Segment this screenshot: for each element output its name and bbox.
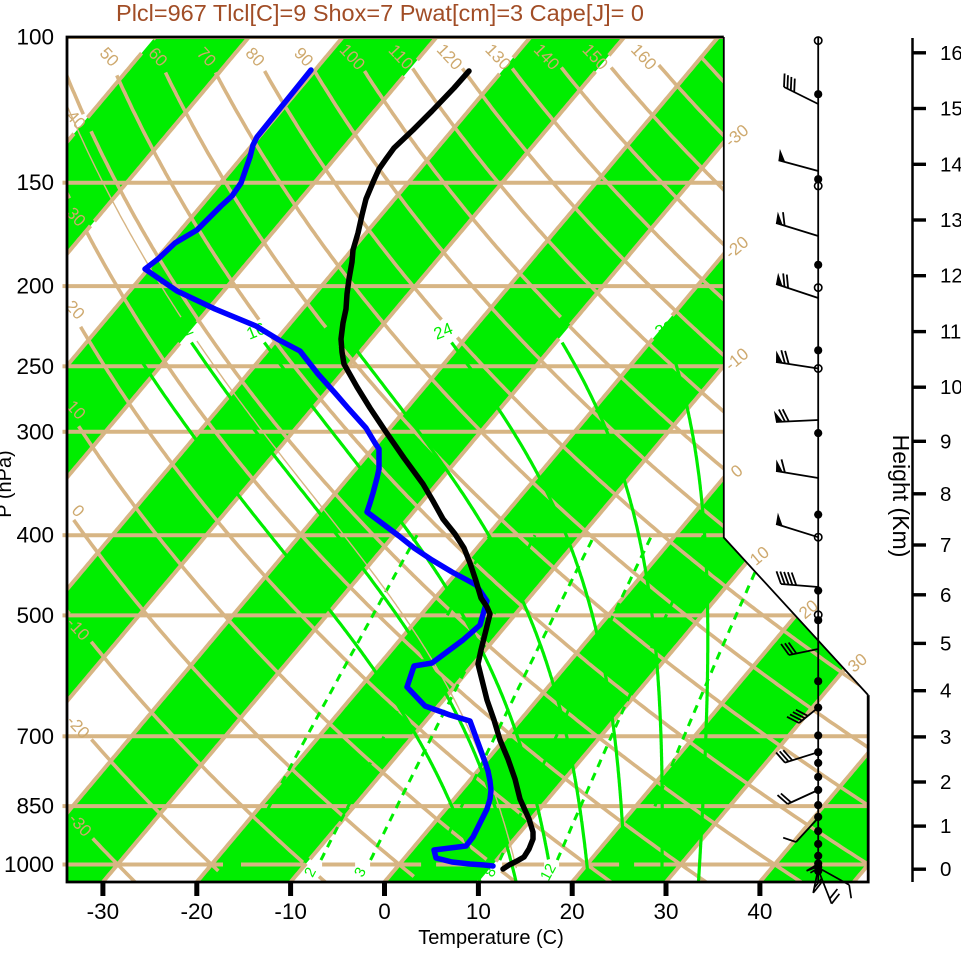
svg-text:13: 13 — [940, 209, 961, 232]
svg-text:700: 700 — [16, 724, 54, 749]
svg-text:500: 500 — [16, 603, 54, 628]
svg-text:400: 400 — [16, 523, 54, 548]
svg-text:11: 11 — [940, 321, 961, 344]
svg-text:300: 300 — [16, 419, 54, 444]
svg-text:20: 20 — [560, 899, 585, 924]
svg-text:0: 0 — [940, 858, 951, 881]
svg-text:5: 5 — [940, 632, 951, 655]
svg-text:1000: 1000 — [4, 852, 54, 877]
svg-text:2: 2 — [940, 771, 951, 794]
svg-text:Temperature (C): Temperature (C) — [418, 927, 564, 949]
svg-text:200: 200 — [16, 274, 54, 299]
svg-text:9: 9 — [940, 430, 951, 453]
svg-text:7: 7 — [940, 534, 951, 557]
svg-text:4: 4 — [940, 680, 951, 703]
svg-text:30: 30 — [653, 899, 678, 924]
svg-text:Plcl=967 Tlcl[C]=9 Shox=7 Pwat: Plcl=967 Tlcl[C]=9 Shox=7 Pwat[cm]=3 Cap… — [116, 0, 644, 26]
svg-text:10: 10 — [466, 899, 491, 924]
svg-text:16: 16 — [940, 42, 961, 65]
svg-text:100: 100 — [16, 25, 54, 50]
svg-text:850: 850 — [16, 794, 54, 819]
svg-text:-20: -20 — [181, 899, 214, 924]
svg-text:12: 12 — [940, 265, 961, 288]
svg-text:10: 10 — [940, 376, 961, 399]
svg-text:14: 14 — [940, 153, 961, 176]
svg-text:150: 150 — [16, 170, 54, 195]
svg-text:40: 40 — [747, 899, 772, 924]
svg-text:P (hPa): P (hPa) — [0, 450, 16, 517]
svg-text:250: 250 — [16, 354, 54, 379]
svg-text:0: 0 — [378, 899, 391, 924]
svg-text:-30: -30 — [87, 899, 120, 924]
svg-text:-10: -10 — [274, 899, 307, 924]
svg-text:8: 8 — [940, 483, 951, 506]
svg-text:Height (Km): Height (Km) — [888, 435, 914, 558]
svg-text:6: 6 — [940, 584, 951, 607]
svg-text:1: 1 — [940, 815, 951, 838]
svg-text:3: 3 — [940, 726, 951, 749]
svg-text:15: 15 — [940, 98, 961, 121]
